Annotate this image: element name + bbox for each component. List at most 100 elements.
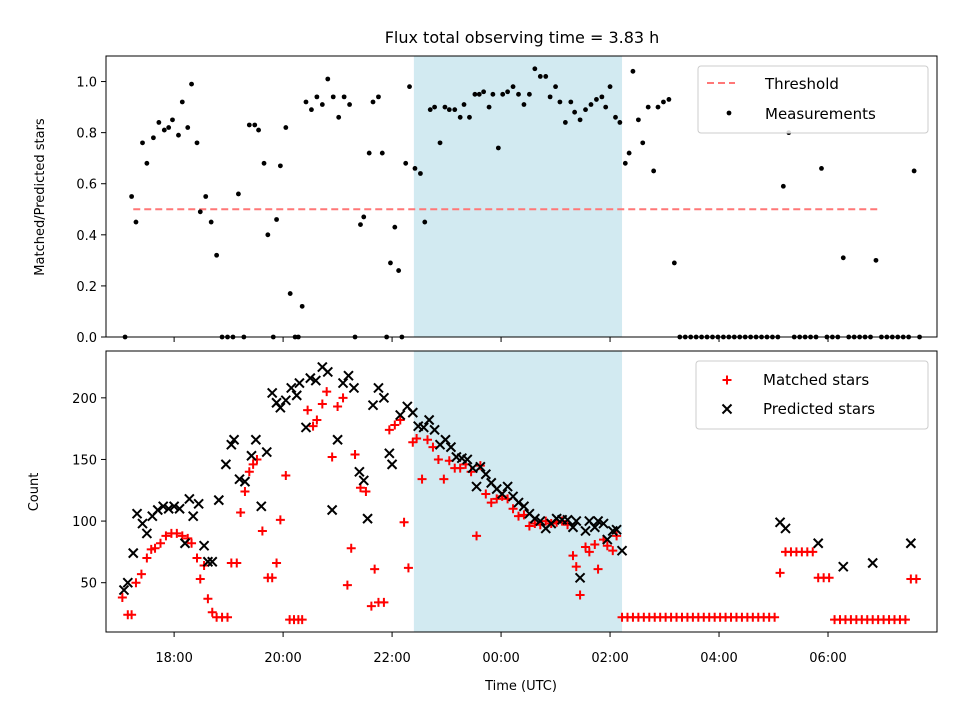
predicted-star-point [362, 513, 373, 524]
legend-measurements-swatch [726, 110, 732, 116]
measurement-point [197, 209, 203, 215]
measurements-series [122, 66, 922, 340]
predicted-star-point [168, 501, 180, 512]
measurement-point [819, 166, 824, 171]
matched-star-point [267, 573, 277, 583]
matched-star-point [602, 541, 612, 551]
matched-star-point [575, 590, 585, 600]
matched-star-point [492, 494, 502, 504]
predicted-star-point [373, 382, 384, 394]
predicted-star-point [256, 501, 267, 512]
matched-star-point [361, 487, 371, 496]
measurement-point [392, 224, 398, 230]
measurement-point [170, 117, 175, 123]
measurement-point [635, 117, 641, 123]
measurement-point [407, 84, 412, 90]
predicted-star-point [337, 377, 349, 389]
predicted-star-point [780, 523, 791, 534]
matched-star-point [366, 601, 376, 611]
measurement-point [418, 171, 423, 176]
measurement-point [366, 150, 372, 156]
predicted-star-point [174, 503, 185, 514]
measurement-point [583, 107, 588, 113]
measurement-point [588, 102, 594, 107]
predicted-star-point [122, 577, 134, 588]
matched-star-point [327, 452, 337, 462]
matched-star-point [403, 563, 413, 573]
measurement-point [547, 94, 553, 100]
matched-star-point [417, 474, 427, 484]
measurement-point [510, 84, 516, 90]
matched-star-point [900, 615, 910, 625]
legend-measurements-label: Measurements [765, 105, 876, 123]
measurement-point [261, 160, 267, 166]
predicted-star-point [592, 515, 604, 527]
measurement-point [336, 114, 342, 120]
measurement-point [319, 102, 325, 107]
matched-star-point [390, 420, 400, 430]
predicted-star-point [496, 488, 508, 500]
y-tick-label: 0.6 [76, 178, 97, 193]
measurement-point [133, 219, 139, 225]
predicted-star-point [407, 407, 418, 418]
measurement-point [577, 117, 583, 123]
predicted-star-point [300, 422, 312, 433]
x-tick-label: 04:00 [700, 651, 737, 666]
matched-star-point [244, 467, 254, 477]
predicted-star-point [184, 493, 195, 505]
bottom-axes: 50 100 150 200 18:00 20:00 22:00 00:00 02:00 04:0… [72, 350, 938, 666]
matched-star-point [439, 474, 449, 484]
matched-star-point [568, 551, 578, 561]
matched-star-point [808, 547, 818, 557]
measurement-point [151, 135, 156, 141]
measurement-point [562, 120, 568, 125]
predicted-star-point [367, 400, 379, 411]
predicted-star-point [261, 446, 272, 458]
predicted-star-point [131, 508, 143, 519]
measurement-point [252, 122, 258, 128]
matched-star-point [161, 531, 171, 541]
matched-star-point [177, 531, 187, 541]
predicted-stars-series [118, 361, 917, 596]
measurement-point [442, 104, 448, 110]
measurement-point [156, 120, 162, 125]
legend-frame [697, 65, 929, 134]
measurement-point [208, 219, 214, 225]
predicted-star-point [193, 498, 204, 510]
predicted-star-point [589, 522, 600, 533]
predicted-star-point [286, 382, 297, 394]
matched-star-point [232, 558, 242, 568]
measurement-point [161, 127, 167, 133]
matched-star-point [297, 615, 307, 625]
measurement-point [603, 104, 609, 110]
axes-frame [105, 350, 938, 633]
y-tick-label: 0.8 [76, 127, 97, 142]
measurement-point [427, 107, 433, 113]
predicted-star-point [602, 534, 613, 545]
matched-star-point [608, 546, 618, 556]
matched-star-point [428, 442, 438, 452]
matched-star-point [142, 553, 152, 563]
matched-star-point [131, 578, 141, 588]
measurement-point [446, 107, 452, 113]
y-tick-label: 100 [72, 515, 97, 530]
matched-star-point [423, 435, 433, 445]
measurement-point [613, 114, 618, 120]
matched-star-point [370, 564, 380, 574]
predicted-star-point [141, 528, 153, 539]
legend-predicted-swatch [721, 403, 733, 415]
matched-star-point [395, 415, 405, 425]
predicted-star-point [348, 382, 360, 394]
predicted-star-point [358, 475, 369, 486]
measurement-point [194, 140, 200, 146]
measurement-point [236, 191, 241, 197]
measurement-point [358, 222, 363, 228]
measurement-point [376, 94, 381, 100]
predicted-star-point [326, 504, 338, 516]
measurement-point [309, 107, 314, 113]
measurement-point [189, 81, 194, 87]
predicted-star-point [384, 448, 395, 459]
measurement-point [452, 107, 458, 113]
matched-star-point [433, 454, 443, 464]
predicted-star-point [867, 557, 878, 569]
